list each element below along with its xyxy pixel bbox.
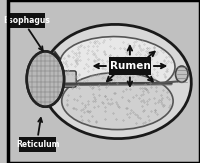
FancyBboxPatch shape <box>61 71 76 87</box>
Ellipse shape <box>27 51 64 107</box>
Text: Rumen: Rumen <box>110 61 150 71</box>
Text: Reticulum: Reticulum <box>16 140 59 149</box>
Ellipse shape <box>176 66 188 82</box>
FancyBboxPatch shape <box>9 13 45 28</box>
Ellipse shape <box>60 37 175 94</box>
FancyBboxPatch shape <box>109 58 151 75</box>
Text: Esophagus: Esophagus <box>4 16 51 25</box>
FancyBboxPatch shape <box>19 137 56 152</box>
Ellipse shape <box>42 24 191 139</box>
Ellipse shape <box>62 73 173 130</box>
